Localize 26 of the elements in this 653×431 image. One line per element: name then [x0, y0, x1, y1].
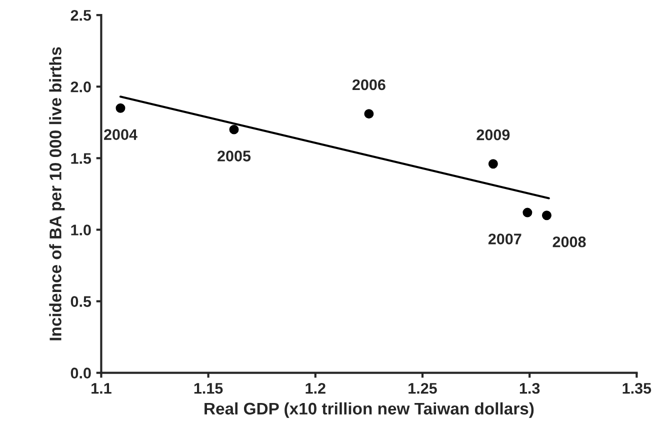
- annotation: 2008: [552, 236, 586, 248]
- y-tick-label: 2.5: [70, 10, 92, 21]
- annotation: 2006: [352, 79, 386, 90]
- annotation: 2007: [488, 234, 522, 244]
- x-tick-label: 1.15: [194, 383, 223, 394]
- x-tick-label: 1.25: [408, 382, 437, 394]
- annotation: 2009: [476, 129, 510, 140]
- x-tick-label: 1.35: [622, 382, 652, 394]
- x-tick-label: 1.2: [306, 382, 326, 394]
- point: [116, 103, 126, 113]
- y-tick-label: 1.5: [71, 153, 92, 164]
- point: [488, 159, 498, 169]
- y-tick-label: 2.0: [70, 82, 91, 92]
- x-tick-label: 1.3: [520, 382, 540, 394]
- annotation: 2005: [218, 150, 251, 162]
- y-axis-title: Incidence of BA per 10 000 live births: [49, 47, 65, 340]
- point: [522, 208, 532, 218]
- annotation: 2004: [104, 129, 138, 140]
- point: [542, 210, 552, 220]
- x-axis-title: Real GDP (x10 trillion new Taiwan dollars): [204, 402, 534, 418]
- point: [364, 109, 374, 119]
- y-tick-label: 0.5: [70, 296, 92, 307]
- point: [229, 124, 239, 134]
- y-tick-label: 1.0: [71, 224, 91, 236]
- x-tick-label: 1.1: [92, 383, 112, 394]
- y-tick-label: 0.0: [70, 368, 91, 378]
